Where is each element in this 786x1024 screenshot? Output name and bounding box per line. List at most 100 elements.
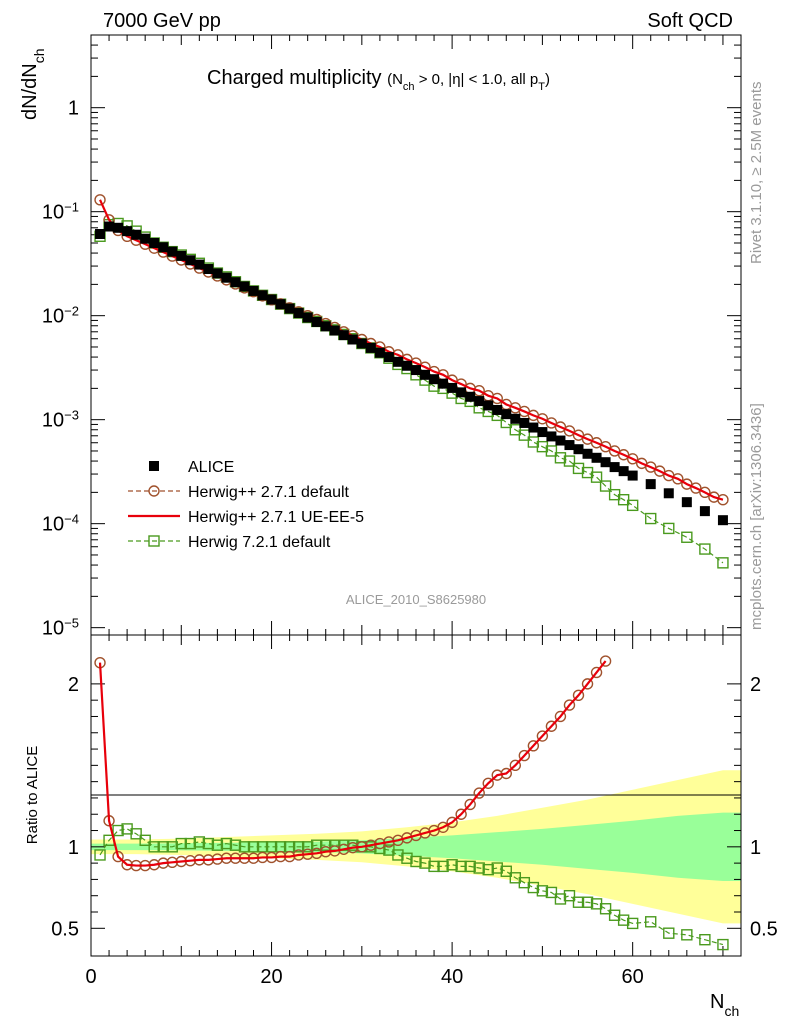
main-alice-point [230, 277, 241, 288]
main-alice-point [266, 294, 277, 305]
ratio-herwig7-default-point [229, 839, 242, 851]
x-tick-label: 0 [85, 966, 96, 988]
ratio-herwigpp-default-point [581, 678, 594, 690]
main-herwig7-default-point [626, 499, 639, 512]
ratio-herwig7-default-point [473, 862, 485, 874]
ratio-herwig7-default-point [220, 837, 233, 850]
main-alice-point [338, 330, 349, 341]
main-y-tick-label: 10−1 [42, 199, 79, 224]
main-alice-point [474, 396, 485, 407]
main-herwig7-default-point [645, 512, 657, 525]
main-herwig7-default-point [590, 471, 603, 483]
x-tick-label: 40 [441, 966, 463, 988]
legend-herwigpp-default-marker [148, 485, 160, 497]
ratio-herwig7-default-point [599, 903, 612, 915]
main-alice-point [465, 391, 476, 402]
ratio-herwig7-default-point [626, 917, 639, 930]
main-herwigpp-default-point [545, 417, 558, 429]
main-herwigpp-default-point [473, 384, 485, 397]
ratio-herwig7-default-point [717, 938, 729, 951]
main-alice-point [131, 229, 142, 240]
main-y-tick-label: 10−4 [42, 511, 79, 536]
side-top-label: Rivet 3.1.10, ≥ 2.5M events [748, 82, 765, 265]
ratio-herwigpp-default-point [455, 808, 467, 820]
ratio-herwig7-default-point [310, 839, 323, 851]
main-alice-point [221, 272, 232, 283]
main-herwigpp-default-point [645, 461, 657, 473]
main-alice-point [392, 356, 403, 367]
main-alice-point [429, 374, 440, 385]
main-alice-point [293, 308, 304, 319]
main-alice-point [591, 452, 602, 463]
main-alice-point [383, 352, 394, 363]
ratio-herwig7-default-point [455, 860, 467, 873]
main-alice-point [311, 316, 322, 327]
ratio-herwigpp-default-point [572, 689, 585, 701]
main-alice-point [320, 321, 331, 332]
main-y-tick-label: 10−2 [42, 303, 79, 328]
ratio-herwig7-default-point [491, 862, 503, 874]
ratio-herwigpp-default-point [590, 666, 603, 679]
main-herwig7-default-point [545, 445, 558, 457]
legend-herwigpp-ue-ee-5-label: Herwig++ 2.7.1 UE-EE-5 [188, 509, 364, 526]
main-alice-point [284, 303, 295, 314]
ratio-herwig7-default-point [130, 828, 142, 840]
ratio-herwig7-default-point [545, 886, 558, 899]
ratio-herwig7-default-point [681, 929, 693, 941]
ratio-herwigpp-default-point [437, 821, 449, 833]
main-alice-point [492, 404, 503, 415]
ratio-herwigpp-default-point [599, 655, 612, 667]
ratio-herwig7-default-point [193, 836, 206, 848]
ratio-herwig7-default-point [464, 860, 476, 873]
main-alice-point [645, 479, 656, 490]
main-herwigpp-default-point [599, 440, 612, 453]
ratio-herwig7-default-point [184, 837, 197, 850]
ratio-herwig7-default-point [94, 849, 106, 861]
ratio-band-statistical [91, 812, 741, 882]
main-alice-point [609, 462, 620, 473]
main-alice-point [140, 233, 151, 244]
main-plot-title: Charged multiplicity (Nch > 0, |η| < 1.0… [207, 67, 550, 93]
ratio-herwig7-default-point [301, 841, 314, 853]
legend-herwig7-default-label: Herwig 7.2.1 default [188, 534, 331, 551]
ratio-herwig7-default-point [581, 896, 594, 908]
ratio-y-tick-label: 2 [68, 674, 79, 696]
ratio-herwig7-default-point [211, 839, 224, 851]
main-alice-point [717, 515, 728, 526]
main-alice-point [239, 281, 250, 292]
main-herwig7-default-point [699, 543, 711, 555]
main-alice-point [176, 250, 187, 261]
main-alice-point [501, 409, 512, 420]
ratio-herwig7-default-point [536, 885, 549, 897]
ratio-y-tick-label-right: 0.5 [750, 918, 778, 940]
ratio-herwig7-default-point [482, 863, 494, 876]
main-herwigpp-default-point [617, 449, 630, 461]
main-alice-point [185, 255, 196, 266]
legend-herwigpp-default-label: Herwig++ 2.7.1 default [188, 484, 350, 501]
main-herwig7-default-point [518, 429, 531, 441]
ratio-herwig7-default-point [699, 934, 711, 946]
main-herwig7-default-point [563, 455, 576, 467]
main-herwig7-default-point [554, 452, 567, 464]
main-alice-point [158, 242, 169, 253]
ratio-herwig7-default-point [202, 837, 215, 850]
ratio-herwig7-default-point [617, 914, 630, 926]
ratio-herwig7-default-point [175, 837, 187, 850]
main-y-tick-label: 10−3 [42, 407, 79, 432]
main-alice-point [546, 431, 557, 442]
main-alice-point [519, 417, 530, 428]
main-alice-point [302, 312, 313, 323]
main-herwigpp-default-point [94, 194, 106, 206]
ratio-herwig7-default-point [238, 841, 251, 853]
main-alice-point [104, 221, 115, 232]
main-herwig7-default-point [599, 480, 612, 492]
main-herwigpp-default-point [717, 494, 729, 506]
main-y-tick-label: 1 [68, 98, 79, 120]
main-alice-point [411, 365, 421, 376]
ratio-herwigpp-default-point [509, 759, 522, 772]
ratio-herwig7-default-point [500, 865, 512, 877]
side-bottom-label: mcplots.cern.ch [arXiv:1306.3436] [748, 403, 765, 630]
main-alice-point [510, 413, 521, 424]
main-herwigpp-default-point [536, 413, 549, 425]
